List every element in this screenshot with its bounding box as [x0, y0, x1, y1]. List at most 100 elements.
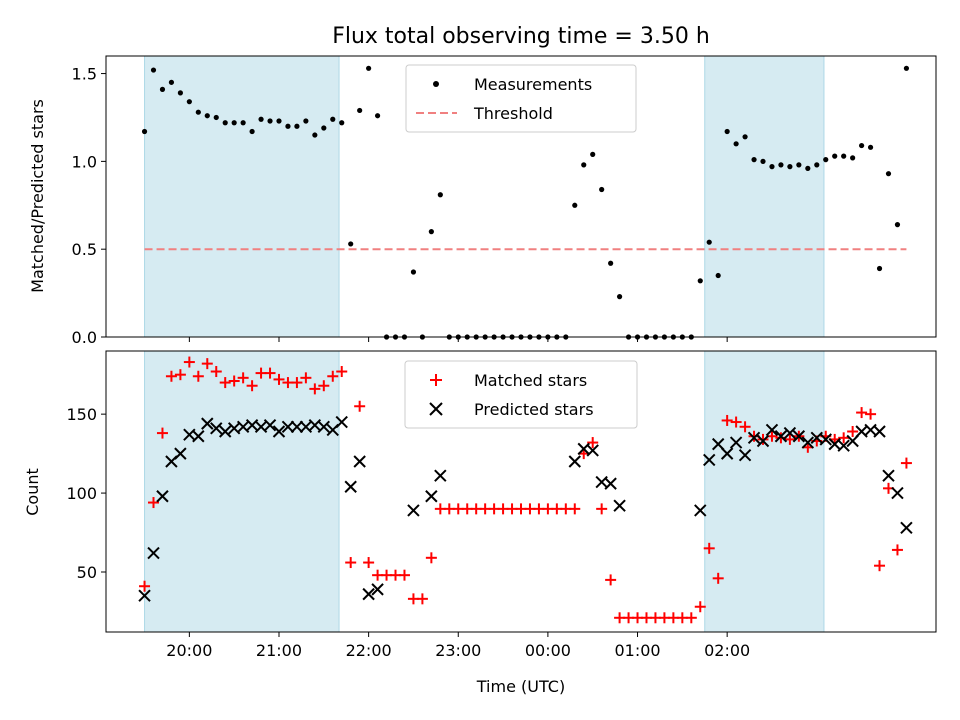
top-shaded-interval [704, 55, 825, 338]
predicted-star-point [774, 430, 788, 443]
predicted-star-point [425, 490, 438, 503]
measurement-point [159, 86, 166, 92]
measurement-point [410, 269, 417, 275]
matched-star-point [605, 574, 617, 586]
predicted-star-point [317, 420, 331, 433]
measurement-point [303, 118, 309, 124]
predicted-star-point [407, 504, 420, 517]
measurement-point [787, 164, 793, 170]
matched-star-point [219, 377, 231, 389]
measurement-point [903, 65, 910, 71]
top-ytick-label: 1.5 [72, 65, 97, 84]
bottom-ytick-label: 50 [77, 563, 97, 582]
matched-star-point [336, 366, 348, 378]
predicted-star-point [720, 447, 734, 460]
measurement-point [823, 157, 829, 163]
predicted-star-point [192, 430, 205, 443]
predicted-star-point [174, 447, 187, 460]
xtick-label: 01:00 [614, 641, 660, 660]
predicted-star-point [263, 418, 277, 432]
matched-star-point [739, 421, 751, 433]
predicted-star-point [147, 546, 160, 560]
predicted-star-stroke [792, 430, 806, 443]
predicted-star-stroke [156, 490, 169, 503]
predicted-star-stroke [855, 425, 868, 438]
predicted-star-stroke [138, 589, 151, 602]
matched-star-point [757, 433, 769, 445]
matched-star-point [891, 544, 903, 556]
measurement-point [608, 260, 614, 266]
predicted-star-point [138, 589, 151, 602]
top-axes-frame [105, 55, 937, 338]
bottom-ytick-label: 100 [66, 484, 97, 503]
predicted-star-stroke [720, 447, 734, 460]
measurement-point [769, 164, 775, 170]
bottom-legend: Matched stars Predicted stars [404, 360, 638, 429]
measurement-point [832, 153, 838, 159]
measurement-point [805, 165, 811, 171]
measurement-point [706, 239, 712, 245]
measurement-point [366, 65, 372, 71]
measurement-point [249, 128, 255, 135]
bottom-shaded-regions [144, 350, 825, 633]
predicted-star-stroke [873, 425, 886, 438]
legend-measurements-marker [433, 81, 439, 87]
predicted-star-stroke [201, 417, 214, 430]
predicted-star-stroke [174, 447, 187, 460]
measurement-point [697, 278, 703, 284]
predicted-star-stroke [846, 434, 859, 448]
predicted-star-stroke [819, 433, 832, 446]
predicted-star-stroke [801, 436, 815, 449]
xtick-label: 20:00 [166, 641, 212, 660]
predicted-star-point [290, 420, 304, 433]
measurement-point [760, 158, 766, 164]
matched-star-point [354, 400, 366, 412]
legend-matched-label: Matched stars [474, 371, 587, 390]
matched-star-point [264, 367, 276, 379]
predicted-star-stroke [738, 448, 752, 462]
matched-star-point [712, 572, 724, 584]
predicted-star-point [891, 486, 904, 500]
predicted-star-point [846, 434, 859, 448]
xtick-label: 21:00 [256, 641, 302, 660]
measurement-point [240, 120, 246, 126]
matched-star-point [246, 380, 258, 392]
measurement-point [859, 142, 865, 149]
predicted-star-point [801, 436, 815, 449]
matched-star-point [865, 408, 877, 420]
predicted-star-stroke [362, 587, 375, 601]
measurement-point [168, 79, 175, 85]
predicted-star-point [568, 455, 581, 468]
measurement-point [312, 132, 318, 138]
matched-star-point [345, 557, 357, 569]
predicted-star-point [371, 583, 384, 596]
predicted-star-point [362, 587, 375, 601]
predicted-star-stroke [882, 469, 895, 482]
measurement-point [330, 116, 336, 122]
measurement-point [616, 294, 623, 300]
predicted-star-point [711, 437, 725, 451]
matched-star-point [685, 612, 697, 624]
matched-star-point [210, 366, 222, 378]
predicted-star-point [765, 423, 779, 437]
matched-star-point [327, 370, 339, 382]
measurement-point [876, 265, 883, 272]
predicted-star-point [738, 448, 752, 462]
measurement-point [231, 120, 237, 126]
predicted-star-stroke [353, 455, 366, 468]
predicted-star-point [837, 439, 850, 452]
legend-threshold-label: Threshold [473, 104, 553, 123]
predicted-star-point [210, 422, 223, 435]
measurement-point [867, 144, 874, 150]
predicted-star-stroke [783, 426, 797, 440]
predicted-star-stroke [703, 453, 716, 467]
bottom-axis-ticks: 50 100 150 20:00 21:00 22:00 23:00 00:00 01:00 02… [66, 405, 750, 660]
predicted-star-stroke [272, 425, 286, 438]
predicted-star-stroke [837, 439, 850, 452]
predicted-star-stroke [613, 499, 626, 512]
matched-star-point [318, 380, 330, 392]
predicted-star-stroke [227, 422, 241, 435]
measurement-point [285, 123, 291, 129]
measurement-point [195, 109, 201, 115]
measurement-point [572, 202, 578, 208]
